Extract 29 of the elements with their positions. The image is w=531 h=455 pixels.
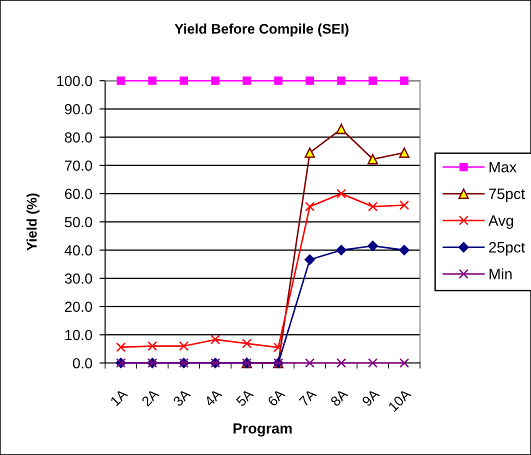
x-tick-label: 7A <box>298 388 317 407</box>
y-tick-label: 20.0 <box>64 302 92 312</box>
y-tick-label: 30.0 <box>64 273 92 284</box>
x-tick-label: 3A <box>172 388 192 407</box>
legend-label: 25pct <box>489 242 525 256</box>
y-tick-label: 90.0 <box>64 104 92 114</box>
y-tick-label: 10.0 <box>65 330 92 340</box>
y-tick-label: 70.0 <box>65 160 92 171</box>
x-tick-label: 2A <box>141 388 160 407</box>
y-tick-label: 40.0 <box>64 245 92 256</box>
x-tick-label: 10A <box>388 388 412 412</box>
y-tick-label: 50.0 <box>64 216 92 228</box>
legend-label: Max <box>490 162 517 172</box>
chart-title: Yield Before Compile (SEI) <box>174 24 348 37</box>
y-tick-label: 60.0 <box>65 188 92 200</box>
y-tick-label: 0.0 <box>72 358 92 368</box>
legend-label: Avg <box>488 215 514 229</box>
legend-label: 75pct <box>489 188 525 202</box>
x-tick-label: 9A <box>361 388 380 407</box>
y-tick-label: 80.0 <box>64 132 92 143</box>
x-tick-label: 1A <box>110 388 128 406</box>
y-tick-label: 100.0 <box>57 76 92 86</box>
x-tick-label: 8A <box>330 388 348 407</box>
y-axis-title: Yield (%) <box>26 193 40 251</box>
legend-label: Min <box>490 268 512 280</box>
x-tick-label: 5A <box>236 388 254 407</box>
x-tick-label: 4A <box>204 388 222 407</box>
x-tick-label: 6A <box>267 388 286 407</box>
x-axis-title: Program <box>234 423 292 437</box>
